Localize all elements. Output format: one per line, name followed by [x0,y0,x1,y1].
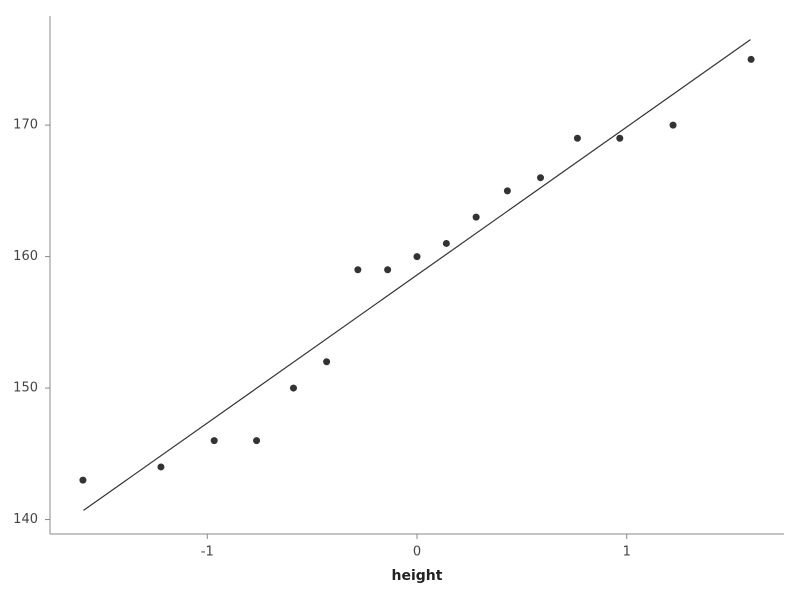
x-tick-label: -1 [201,545,214,560]
point [253,437,261,445]
x-tick-label: 0 [413,545,421,560]
point [472,213,480,221]
point [573,134,581,142]
point [210,437,218,445]
x-axis-label: height [392,568,443,584]
point [354,266,362,274]
point [79,476,87,484]
point [503,187,511,195]
point [537,174,545,182]
point [384,266,392,274]
y-tick-label: 160 [13,249,38,264]
x-tick-label: 1 [623,545,631,560]
point [616,134,624,142]
point [442,239,450,247]
point [669,121,677,129]
point [289,384,297,392]
point [747,55,755,63]
point [157,463,165,471]
y-tick-label: 170 [13,118,38,133]
fit-line [83,39,751,511]
y-tick-label: 140 [13,512,38,527]
point [323,358,331,366]
y-tick-label: 150 [13,381,38,396]
point [413,253,421,261]
